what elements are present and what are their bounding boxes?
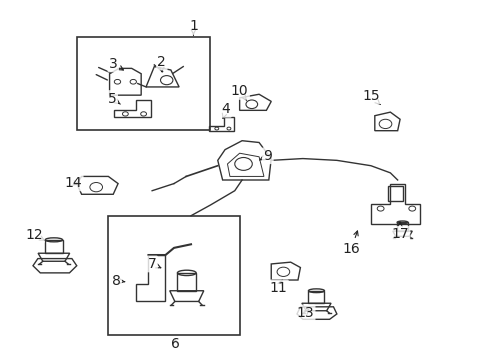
Text: 1: 1 bbox=[189, 19, 198, 35]
Bar bbox=[108, 216, 239, 336]
Text: 2: 2 bbox=[157, 55, 166, 72]
Text: 14: 14 bbox=[64, 176, 82, 190]
Bar bbox=[77, 37, 210, 130]
Text: 11: 11 bbox=[269, 279, 287, 295]
Text: 7: 7 bbox=[147, 257, 161, 271]
Text: 12: 12 bbox=[25, 228, 44, 242]
Text: 4: 4 bbox=[221, 102, 230, 118]
Text: 3: 3 bbox=[109, 57, 123, 71]
Text: 10: 10 bbox=[230, 84, 248, 100]
Text: 16: 16 bbox=[342, 231, 360, 256]
Text: 8: 8 bbox=[111, 274, 124, 288]
Text: 17: 17 bbox=[390, 222, 408, 241]
Text: 9: 9 bbox=[259, 149, 272, 163]
Text: 5: 5 bbox=[108, 91, 120, 105]
Text: 6: 6 bbox=[171, 337, 180, 351]
Text: 13: 13 bbox=[296, 306, 313, 320]
Text: 15: 15 bbox=[362, 89, 379, 104]
